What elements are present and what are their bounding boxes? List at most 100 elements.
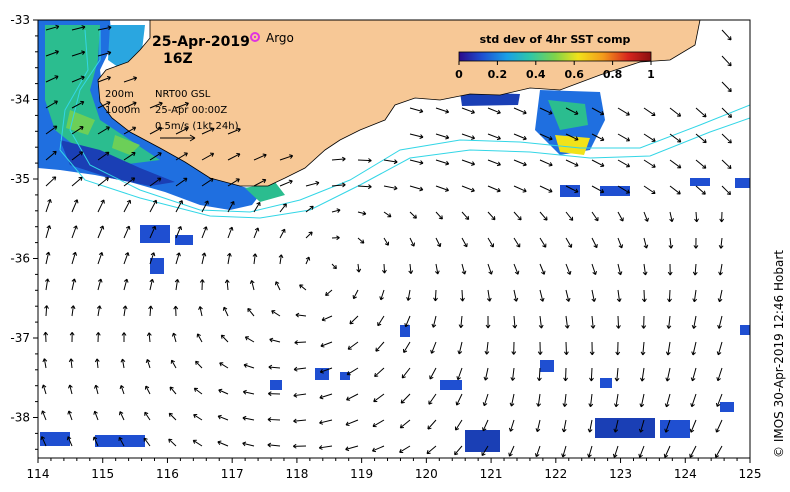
- current-arrow: [561, 445, 567, 458]
- current-arrow: [510, 367, 516, 381]
- current-arrow: [721, 107, 733, 118]
- current-arrow: [220, 334, 229, 343]
- current-arrow: [664, 393, 671, 408]
- current-arrow: [319, 393, 333, 400]
- current-arrow: [227, 226, 234, 239]
- current-arrow: [482, 393, 489, 407]
- current-arrow: [461, 133, 476, 140]
- current-arrow: [617, 107, 630, 116]
- current-arrow: [305, 180, 320, 187]
- plot-area: [38, 20, 750, 458]
- current-arrow: [201, 200, 209, 213]
- current-arrow: [512, 315, 518, 329]
- current-arrow: [404, 315, 411, 328]
- current-arrow: [175, 200, 184, 213]
- current-arrow: [123, 76, 138, 83]
- current-arrow: [175, 152, 188, 161]
- current-arrow: [383, 237, 390, 246]
- current-arrow: [71, 251, 78, 265]
- current-arrow: [149, 225, 157, 239]
- current-arrow: [667, 289, 672, 303]
- current-arrow: [643, 159, 656, 168]
- current-arrow: [144, 385, 151, 395]
- current-arrow: [565, 289, 571, 302]
- current-arrow: [201, 252, 207, 265]
- current-arrow: [293, 366, 307, 372]
- current-arrow: [278, 254, 284, 265]
- current-arrow: [331, 182, 346, 188]
- current-arrow: [565, 159, 579, 167]
- current-arrow: [461, 237, 468, 248]
- current-arrow: [643, 237, 649, 249]
- current-arrow: [42, 358, 48, 369]
- current-arrow: [539, 263, 546, 275]
- x-tick-label: 116: [156, 467, 179, 481]
- current-arrow: [643, 211, 649, 222]
- current-arrow: [460, 289, 465, 302]
- current-arrow: [227, 127, 241, 135]
- current-arrow: [274, 281, 281, 291]
- current-arrow: [663, 445, 671, 458]
- current-arrow: [591, 289, 597, 302]
- current-arrow: [123, 101, 137, 109]
- current-arrow: [305, 205, 314, 213]
- current-arrow: [539, 133, 553, 141]
- current-arrow: [640, 367, 645, 382]
- current-arrow: [511, 341, 517, 355]
- current-arrow: [665, 341, 671, 356]
- current-arrow: [714, 445, 723, 458]
- current-arrow: [143, 437, 151, 447]
- current-arrow: [641, 289, 647, 303]
- current-arrow: [691, 315, 697, 329]
- current-arrow: [537, 341, 543, 355]
- current-arrow: [199, 279, 205, 291]
- current-arrow: [41, 384, 47, 395]
- colorbar-legend: std dev of 4hr SST comp 0 0.2 0.4 0.6 0.8 1: [455, 33, 655, 81]
- current-arrow: [346, 367, 359, 376]
- current-arrow: [539, 185, 553, 193]
- current-arrow: [94, 358, 100, 369]
- current-arrow: [331, 208, 341, 213]
- current-arrow: [640, 341, 646, 356]
- current-arrow: [69, 331, 75, 343]
- current-arrow: [253, 153, 267, 161]
- current-arrow: [45, 150, 57, 161]
- isobaths: [59, 29, 750, 219]
- current-arrow: [345, 445, 359, 452]
- current-arrow: [279, 228, 286, 239]
- current-arrow: [461, 185, 475, 193]
- argo-float-marker: [250, 32, 260, 42]
- current-arrow: [45, 251, 51, 265]
- current-arrow: [487, 263, 493, 275]
- x-tick-label: 123: [609, 467, 632, 481]
- current-arrow: [71, 126, 84, 135]
- current-arrow: [305, 231, 313, 239]
- current-arrow: [45, 198, 52, 213]
- current-arrow: [406, 289, 411, 301]
- current-arrow: [538, 315, 544, 329]
- current-arrow: [201, 226, 208, 239]
- y-tick-label: -37: [10, 331, 30, 345]
- product-time-label: 25-Apr 00:00Z: [155, 105, 227, 116]
- current-arrow: [565, 133, 579, 141]
- current-arrow: [642, 263, 648, 276]
- current-arrow: [591, 159, 605, 168]
- current-arrow: [617, 185, 630, 194]
- current-arrow: [45, 50, 59, 57]
- current-arrow: [175, 226, 183, 239]
- current-arrow: [219, 362, 229, 369]
- y-tick-label: -38: [10, 411, 30, 425]
- current-arrow: [357, 184, 372, 190]
- colorbar-tick-label: 0.6: [564, 68, 584, 81]
- colorbar: [458, 51, 652, 62]
- current-arrow: [617, 133, 631, 142]
- current-arrow: [666, 315, 672, 329]
- current-arrow: [403, 341, 411, 353]
- current-arrow: [457, 341, 463, 355]
- current-arrow: [513, 289, 519, 302]
- current-arrow: [242, 441, 255, 447]
- x-tick-label: 125: [739, 467, 762, 481]
- current-arrow: [435, 237, 442, 248]
- current-arrow: [119, 385, 125, 395]
- x-tick-label: 121: [480, 467, 503, 481]
